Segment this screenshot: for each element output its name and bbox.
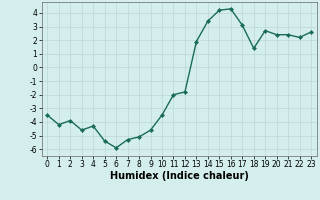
X-axis label: Humidex (Indice chaleur): Humidex (Indice chaleur) (110, 171, 249, 181)
